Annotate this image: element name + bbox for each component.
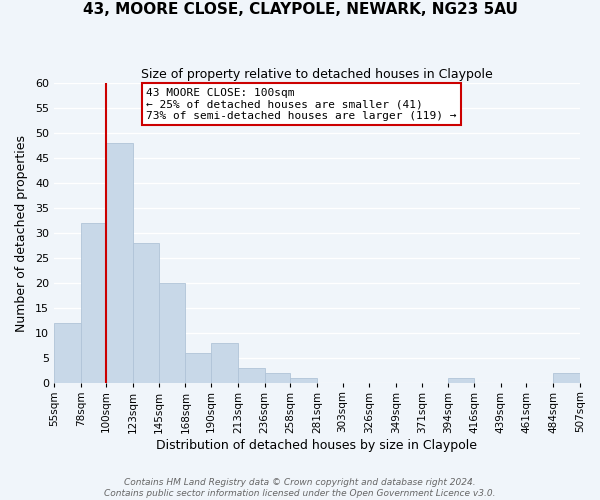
Title: Size of property relative to detached houses in Claypole: Size of property relative to detached ho… — [141, 68, 493, 80]
X-axis label: Distribution of detached houses by size in Claypole: Distribution of detached houses by size … — [157, 440, 478, 452]
Bar — [290, 378, 317, 384]
Text: 43, MOORE CLOSE, CLAYPOLE, NEWARK, NG23 5AU: 43, MOORE CLOSE, CLAYPOLE, NEWARK, NG23 … — [83, 2, 517, 18]
Bar — [553, 374, 580, 384]
Bar — [211, 344, 238, 384]
Text: Contains HM Land Registry data © Crown copyright and database right 2024.
Contai: Contains HM Land Registry data © Crown c… — [104, 478, 496, 498]
Bar — [265, 374, 290, 384]
Bar — [80, 224, 106, 384]
Bar — [238, 368, 265, 384]
Bar — [106, 143, 133, 384]
Bar — [133, 244, 158, 384]
Bar — [158, 284, 185, 384]
Bar — [448, 378, 474, 384]
Bar — [54, 324, 80, 384]
Y-axis label: Number of detached properties: Number of detached properties — [15, 135, 28, 332]
Bar — [185, 354, 211, 384]
Text: 43 MOORE CLOSE: 100sqm
← 25% of detached houses are smaller (41)
73% of semi-det: 43 MOORE CLOSE: 100sqm ← 25% of detached… — [146, 88, 457, 121]
